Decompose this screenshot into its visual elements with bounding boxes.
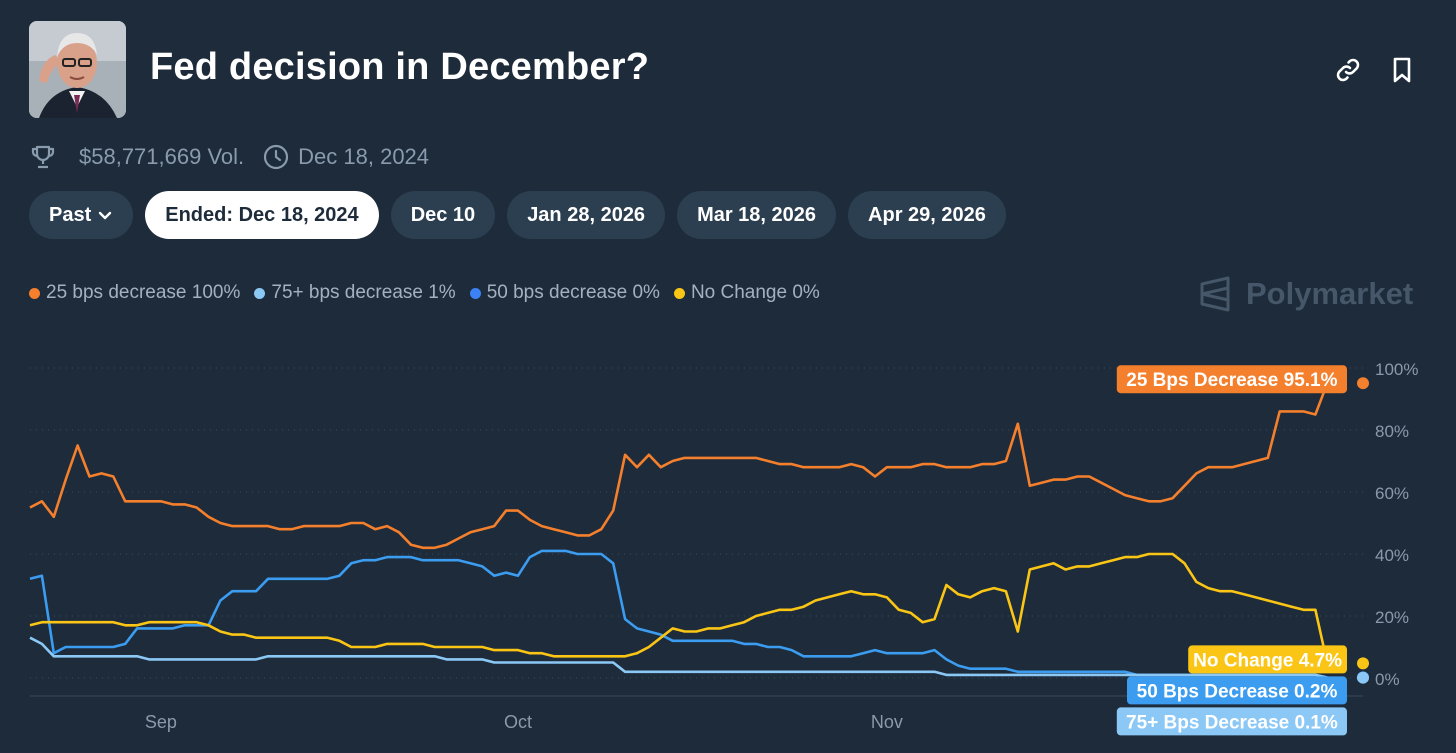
series-end-dot (1357, 377, 1369, 390)
y-tick-label: 20% (1375, 608, 1409, 627)
series-line (29, 549, 1328, 679)
x-tick-label: Nov (871, 712, 903, 732)
legend-dot (254, 287, 266, 299)
tab-apr-29-2026[interactable]: Apr 29, 2026 (848, 191, 1006, 239)
link-icon[interactable] (1333, 55, 1363, 85)
legend-item: No Change 0% (673, 282, 820, 304)
chart-legend: 25 bps decrease 100% 75+ bps decrease 1%… (29, 282, 820, 304)
legend-item: 50 bps decrease 0% (469, 282, 660, 304)
y-tick-label: 60% (1375, 484, 1409, 503)
clock-icon (262, 143, 290, 171)
tab-past[interactable]: Past (29, 191, 134, 239)
legend-dot (29, 287, 40, 299)
series-line (29, 636, 1328, 679)
series-end-label-bg (1116, 707, 1347, 736)
legend-dot (673, 287, 685, 299)
legend-item: 25 bps decrease 100% (29, 282, 240, 304)
brand-name: Polymarket (1246, 276, 1414, 311)
legend-label: 50 bps decrease 0% (486, 282, 660, 303)
y-tick-label: 100% (1375, 360, 1418, 379)
legend-dot (469, 287, 481, 299)
tab-mar-18-2026[interactable]: Mar 18, 2026 (677, 191, 837, 239)
series-line (29, 382, 1329, 550)
series-end-dot (1357, 671, 1369, 684)
market-meta: $58,771,669 Vol. Dec 18, 2024 (29, 140, 429, 174)
tab-jan-28-2026[interactable]: Jan 28, 2026 (507, 191, 666, 239)
legend-label: No Change 0% (690, 282, 820, 303)
tab-label: Past (49, 204, 92, 226)
bookmark-icon[interactable] (1387, 55, 1417, 85)
series-end-label: 75+ Bps Decrease 0.1% (1126, 712, 1338, 733)
tab-ended-dec-18[interactable]: Ended: Dec 18, 2024 (145, 191, 379, 239)
series-end-label: 50 Bps Decrease 0.2% (1137, 681, 1338, 702)
tab-dec-10[interactable]: Dec 10 (390, 191, 496, 239)
legend-label: 75+ bps decrease 1% (271, 282, 456, 303)
polymarket-watermark: Polymarket (1198, 276, 1413, 312)
page-title: Fed decision in December? (150, 46, 650, 88)
y-tick-label: 80% (1375, 422, 1409, 441)
series-line (29, 552, 1329, 664)
end-date-text: Dec 18, 2024 (298, 144, 430, 169)
x-tick-label: Oct (504, 712, 532, 732)
legend-label: 25 bps decrease 100% (46, 282, 241, 303)
y-tick-label: 0% (1375, 670, 1400, 689)
series-end-label: 25 Bps Decrease 95.1% (1126, 370, 1337, 391)
price-history-chart: 0%20%40%60%80%100%SepOctNovDec25 Bps Dec… (29, 360, 1418, 736)
legend-item: 75+ bps decrease 1% (254, 282, 456, 304)
x-tick-label: Sep (145, 712, 177, 732)
market-image (29, 21, 126, 118)
polymarket-logo-icon (1198, 276, 1234, 312)
series-end-label-bg (1116, 365, 1347, 394)
date-tabs: Past Ended: Dec 18, 2024 Dec 10 Jan 28, … (29, 191, 1006, 239)
series-end-label: No Change 4.7% (1193, 650, 1342, 671)
volume-text: $58,771,669 Vol. (79, 144, 245, 169)
chevron-down-icon (97, 207, 113, 223)
series-end-label-bg (1127, 676, 1347, 705)
trophy-icon (29, 143, 57, 171)
y-tick-label: 40% (1375, 546, 1409, 565)
series-end-label-bg (1188, 645, 1347, 674)
series-end-dot (1357, 657, 1369, 670)
